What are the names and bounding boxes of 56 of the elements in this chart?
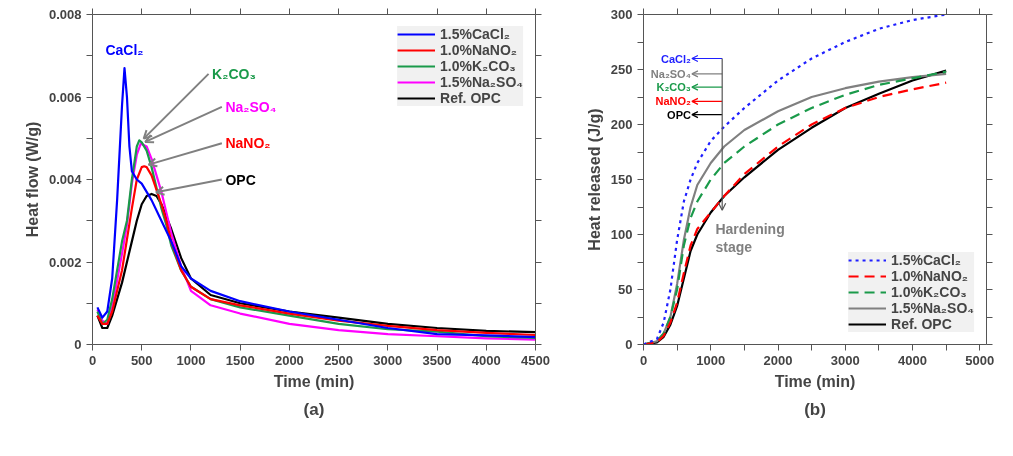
legend-label: 1.0%K₂CO₃ xyxy=(891,284,967,300)
x-tick-label: 2000 xyxy=(763,352,793,368)
legend-label: 1.0%K₂CO₃ xyxy=(440,58,516,74)
x-tick-label: 500 xyxy=(130,352,153,368)
line-series xyxy=(96,192,536,334)
x-tick-label: 3500 xyxy=(422,352,452,368)
annotation: OPC xyxy=(667,108,691,121)
annotation: Na₂SO₄ xyxy=(225,98,277,115)
annotation: K₂CO₃ xyxy=(656,81,691,94)
annotation: CaCl₂ xyxy=(105,42,144,59)
legend-label: 1.5%Na₂SO₄ xyxy=(891,300,974,316)
y-tick-label: 0 xyxy=(74,337,82,352)
y-tick-label: 0.002 xyxy=(48,254,82,270)
annotation: NaNO₂ xyxy=(225,135,271,152)
legend-label: 1.5%CaCl₂ xyxy=(891,252,962,268)
annotation: NaNO₂ xyxy=(655,95,692,108)
y-tick-label: 0.008 xyxy=(48,7,82,22)
y-tick-label: 0 xyxy=(625,337,633,352)
x-tick-label: 0 xyxy=(639,352,648,368)
legend-label: 1.0%NaNO₂ xyxy=(440,42,518,58)
x-axis-title: Time (min) xyxy=(273,372,355,390)
x-tick-label: 3000 xyxy=(830,352,860,368)
x-tick-label: 4000 xyxy=(471,352,501,368)
x-tick-label: 4000 xyxy=(898,352,927,368)
legend-label: 1.5%CaCl₂ xyxy=(440,26,511,42)
x-tick-label: 0 xyxy=(88,352,97,368)
y-tick-label: 300 xyxy=(610,7,633,22)
x-tick-label: 1500 xyxy=(225,352,255,368)
x-tick-label: 4500 xyxy=(521,352,550,368)
legend-label: Ref. OPC xyxy=(440,90,501,106)
x-tick-label: 2500 xyxy=(324,352,354,368)
y-tick-label: 0.006 xyxy=(48,89,82,105)
y-tick-label: 0.004 xyxy=(48,172,83,187)
y-tick-label: 150 xyxy=(610,172,633,187)
y-axis-title: Heat flow (W/g) xyxy=(23,121,41,238)
annotation: Na₂SO₄ xyxy=(650,67,691,80)
y-tick-label: 250 xyxy=(610,62,633,77)
x-tick-label: 1000 xyxy=(696,352,726,368)
y-tick-label: 200 xyxy=(610,117,633,132)
y-tick-label: 100 xyxy=(610,227,633,242)
x-tick-label: 5000 xyxy=(965,352,995,368)
text: (a) xyxy=(303,399,325,419)
legend-label: Ref. OPC xyxy=(891,316,952,332)
x-axis-title: Time (min) xyxy=(774,372,856,390)
y-axis-title: Heat released (J/g) xyxy=(585,108,603,251)
x-tick-label: 2000 xyxy=(274,352,304,368)
annotation: K₂CO₃ xyxy=(212,65,256,82)
x-tick-label: 1000 xyxy=(176,352,206,368)
annotation: CaCl₂ xyxy=(660,52,692,65)
x-tick-label: 3000 xyxy=(373,352,403,368)
legend-label: 1.5%Na₂SO₄ xyxy=(440,74,523,90)
legend-label: 1.0%NaNO₂ xyxy=(891,268,969,284)
y-tick-label: 50 xyxy=(618,282,633,297)
annotation: OPC xyxy=(225,171,256,188)
text: (b) xyxy=(804,399,826,419)
annotation: Hardening stage xyxy=(715,221,785,255)
